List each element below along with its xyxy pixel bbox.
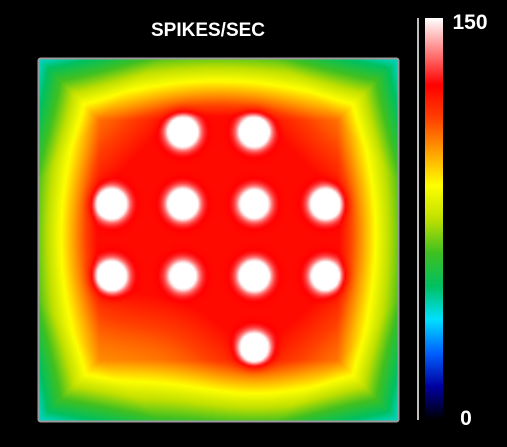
colorbar: 150 0 [417, 11, 488, 430]
colorbar-max-label: 150 [452, 11, 487, 34]
heatmap-image [39, 59, 398, 421]
heatmap-area [37, 57, 400, 423]
colorbar-gradient [425, 18, 443, 420]
heatmap-border [37, 57, 400, 423]
chart-title: SPIKES/SEC [151, 20, 265, 41]
colorbar-min-label: 0 [460, 407, 472, 430]
